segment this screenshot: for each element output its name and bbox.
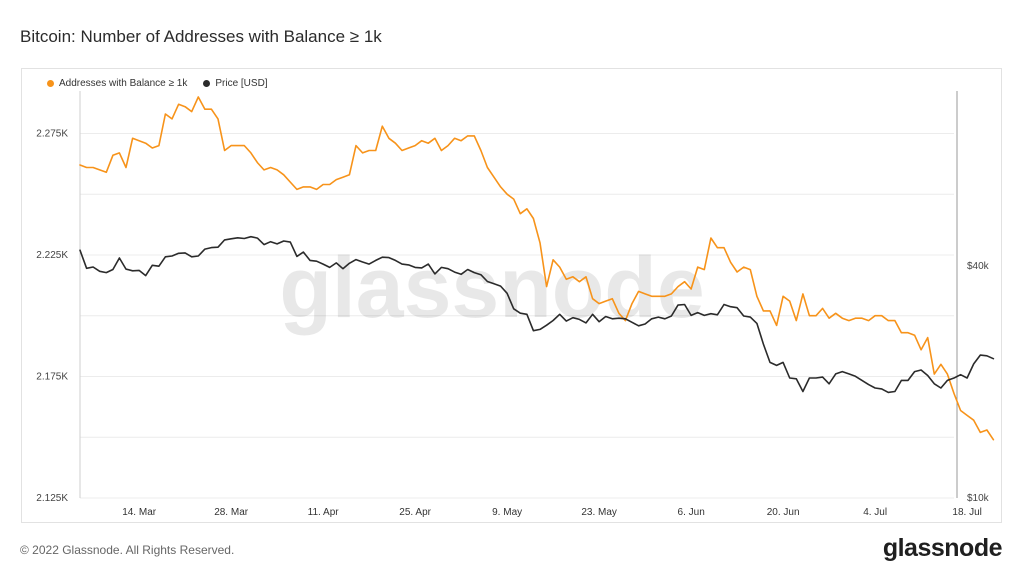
series-line-addresses: [79, 96, 995, 441]
legend-label-addresses: Addresses with Balance ≥ 1k: [59, 78, 188, 89]
chart-title: Bitcoin: Number of Addresses with Balanc…: [20, 27, 382, 46]
x-tick-label: 9. May: [492, 507, 522, 518]
x-tick-label: 4. Jul: [863, 507, 887, 518]
x-tick-label: 23. May: [581, 507, 617, 518]
legend-dot-price: [203, 80, 211, 87]
x-tick-label: 28. Mar: [214, 507, 249, 518]
chart-panel: glassnode 2.275K 2.225K 2.175K 2.125K $40k $1…: [21, 68, 1002, 523]
y-right-tick-label: $40k: [967, 261, 990, 272]
footer-copyright: © 2022 Glassnode. All Rights Reserved.: [20, 543, 235, 557]
y-left-tick-label: 2.125K: [36, 493, 68, 504]
chart-svg: glassnode 2.275K 2.225K 2.175K 2.125K $40k $1…: [36, 91, 995, 518]
x-tick-label: 25. Apr: [399, 507, 431, 518]
y-left-tick-label: 2.175K: [36, 371, 68, 382]
x-tick-label: 18. Jul: [952, 507, 981, 518]
watermark: glassnode: [279, 240, 704, 336]
series-line-price: [79, 235, 995, 394]
x-tick-label: 20. Jun: [767, 507, 800, 518]
chart-legend: Addresses with Balance ≥ 1k Price [USD]: [47, 78, 268, 89]
x-tick-label: 14. Mar: [122, 507, 157, 518]
legend-item-price[interactable]: Price [USD]: [203, 78, 268, 89]
legend-dot-addresses: [47, 80, 54, 87]
y-left-tick-label: 2.225K: [36, 250, 68, 261]
legend-item-addresses[interactable]: Addresses with Balance ≥ 1k: [47, 78, 187, 89]
y-left-tick-label: 2.275K: [36, 128, 68, 139]
glassnode-logo[interactable]: glassnode: [882, 534, 1003, 562]
legend-label-price: Price [USD]: [215, 78, 268, 89]
x-tick-label: 11. Apr: [308, 507, 340, 518]
y-right-tick-label: $10k: [967, 493, 990, 504]
x-tick-label: 6. Jun: [678, 507, 705, 518]
